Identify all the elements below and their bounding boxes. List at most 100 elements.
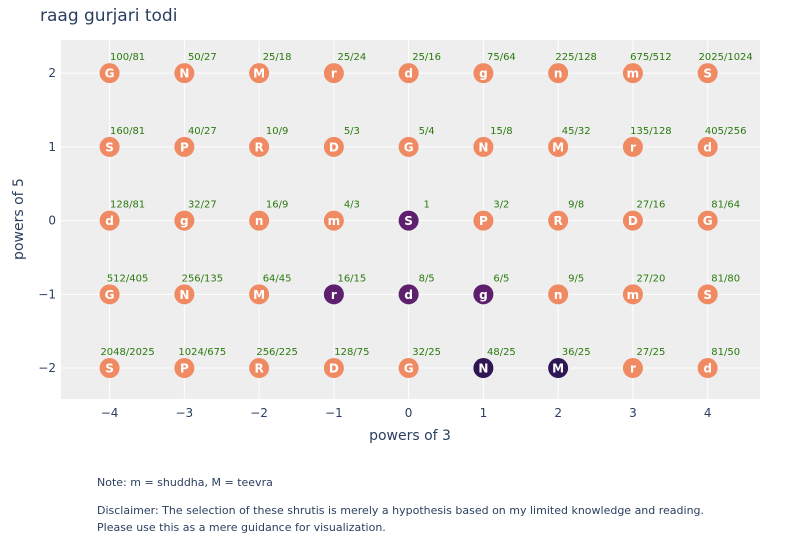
point-ratio-label: 5/3 [344, 126, 360, 137]
point-note-label: N [179, 67, 189, 81]
data-points: G100/81N50/27M25/18r25/24d25/16g75/64n22… [99, 52, 753, 379]
data-point: d 8/5 [398, 273, 435, 305]
point-ratio-label: 512/405 [107, 273, 149, 284]
data-point: S 2025/1024 [697, 52, 753, 84]
point-ratio-label: 2025/1024 [699, 52, 753, 63]
data-point: d 81/50 [697, 347, 740, 379]
point-note-label: S [703, 288, 712, 302]
point-marker [622, 210, 643, 231]
data-point: S 160/81 [99, 126, 145, 157]
data-point: d 405/256 [697, 126, 746, 157]
point-ratio-label: 25/24 [337, 52, 366, 63]
point-ratio-label: 1 [423, 200, 429, 211]
chart-title: raag gurjari todi [40, 6, 177, 26]
point-note-label: n [255, 214, 264, 228]
data-point: M 45/32 [548, 126, 591, 157]
point-ratio-label: 128/81 [110, 200, 145, 211]
point-note-label: N [179, 288, 189, 302]
point-note-label: g [180, 214, 189, 228]
point-marker [622, 136, 643, 157]
point-marker [174, 358, 195, 379]
point-note-label: n [554, 288, 563, 302]
x-tick-label: −2 [250, 406, 268, 420]
data-point: M 25/18 [249, 52, 292, 84]
data-point: S1 [398, 200, 430, 231]
point-ratio-label: 25/16 [412, 52, 441, 63]
point-ratio-label: 27/20 [636, 273, 665, 284]
x-tick-label: 3 [629, 406, 637, 420]
point-ratio-label: 160/81 [110, 126, 145, 137]
point-ratio-label: 16/9 [266, 200, 288, 211]
point-note-label: g [479, 288, 488, 302]
point-ratio-label: 9/5 [568, 273, 584, 284]
point-marker [548, 284, 569, 305]
point-ratio-label: 1024/675 [178, 347, 226, 358]
point-marker [473, 210, 494, 231]
point-note-label: G [105, 288, 115, 302]
point-note-label: N [478, 140, 488, 154]
point-note-label: d [703, 140, 712, 154]
point-marker [473, 284, 494, 305]
point-note-label: r [331, 67, 337, 81]
point-note-label: D [628, 214, 638, 228]
data-point: g 75/64 [473, 52, 516, 84]
y-tick-label: −2 [38, 361, 56, 375]
x-axis-title: powers of 3 [369, 428, 451, 444]
point-marker [398, 358, 419, 379]
x-tick-label: −4 [101, 406, 119, 420]
point-marker [548, 210, 569, 231]
point-note-label: m [328, 214, 341, 228]
data-point: g 32/27 [174, 200, 217, 231]
point-note-label: D [329, 362, 339, 376]
point-ratio-label: 25/18 [263, 52, 292, 63]
point-ratio-label: 64/45 [263, 273, 292, 284]
point-ratio-label: 3/2 [493, 200, 509, 211]
data-point: G 5/4 [398, 126, 435, 157]
point-note-label: M [253, 288, 265, 302]
point-note-label: S [703, 67, 712, 81]
point-marker [622, 63, 643, 84]
point-marker [697, 284, 718, 305]
point-note-label: d [703, 362, 712, 376]
data-point: P 1024/675 [174, 347, 226, 379]
y-axis-title: powers of 5 [11, 178, 27, 260]
point-ratio-label: 9/8 [568, 200, 584, 211]
point-marker [249, 284, 270, 305]
point-marker [99, 63, 120, 84]
point-marker [99, 210, 120, 231]
point-note-label: R [254, 362, 263, 376]
disclaimer-text-line-1: Disclaimer: The selection of these shrut… [97, 504, 705, 517]
point-marker [697, 210, 718, 231]
x-tick-label: 1 [480, 406, 488, 420]
data-point: R 256/225 [249, 347, 298, 379]
point-note-label: n [554, 67, 563, 81]
point-marker [174, 284, 195, 305]
point-ratio-label: 45/32 [562, 126, 591, 137]
point-ratio-label: 8/5 [419, 273, 435, 284]
x-tick-label: 4 [704, 406, 712, 420]
data-point: R10/9 [249, 126, 288, 157]
point-note-label: m [627, 67, 640, 81]
point-ratio-label: 15/8 [490, 126, 512, 137]
point-ratio-label: 48/25 [487, 347, 516, 358]
data-point: S 81/80 [697, 273, 740, 305]
data-point: n 9/5 [548, 273, 584, 305]
point-marker [249, 210, 270, 231]
point-note-label: d [105, 214, 114, 228]
y-tick-label: 0 [48, 214, 56, 228]
x-tick-label: 2 [554, 406, 562, 420]
point-marker [548, 63, 569, 84]
data-point: r16/15 [323, 273, 366, 305]
point-ratio-label: 128/75 [334, 347, 369, 358]
note-text: Note: m = shuddha, M = teevra [97, 476, 273, 489]
point-marker [622, 284, 643, 305]
data-point: M 64/45 [249, 273, 292, 305]
point-marker [398, 210, 419, 231]
data-point: d 25/16 [398, 52, 441, 84]
point-marker [249, 358, 270, 379]
point-marker [398, 284, 419, 305]
point-marker [99, 136, 120, 157]
point-ratio-label: 36/25 [562, 347, 591, 358]
point-marker [473, 63, 494, 84]
